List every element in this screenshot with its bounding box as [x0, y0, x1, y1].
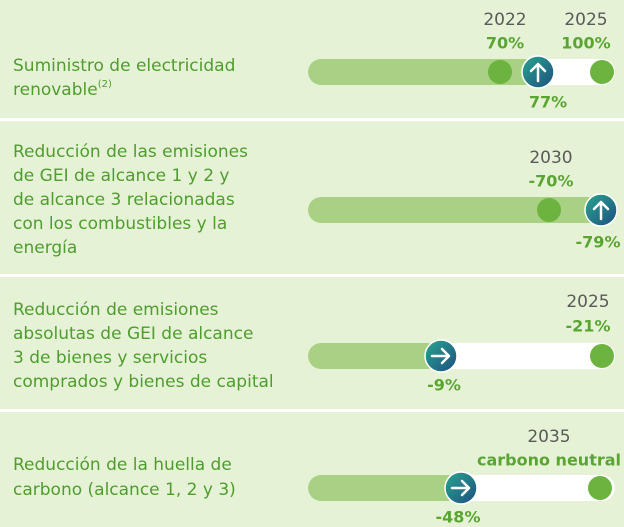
arrow-icon: [430, 347, 451, 365]
current-value: -9%: [427, 376, 461, 395]
row-label: comprados y bienes de capital: [13, 372, 274, 392]
row-label: 3 de bienes y servicios: [13, 348, 207, 368]
row-label: Reducción de emisiones: [13, 300, 219, 320]
milestone-dot: [588, 476, 612, 500]
milestone-dot: [590, 60, 614, 84]
bar-progress: [308, 475, 461, 501]
bar-progress: [308, 59, 538, 85]
row-label: Suministro de electricidad: [13, 56, 235, 76]
milestone-dot: [488, 60, 512, 84]
footnote-ref: (2): [98, 79, 112, 90]
row-label-line: comprados y bienes de capital: [13, 372, 274, 392]
row-label: energía: [13, 238, 77, 258]
milestone-year: 2025: [566, 292, 609, 312]
milestone-value: -21%: [566, 317, 611, 336]
divider: [0, 118, 624, 121]
milestone-dot: [537, 198, 561, 222]
divider: [0, 409, 624, 412]
row-label: Reducción de las emisiones: [13, 142, 248, 162]
bar-progress: [308, 343, 441, 369]
row-label: absolutas de GEI de alcance: [13, 324, 253, 344]
row-label-line: Reducción de la huella de: [13, 455, 232, 475]
row-label-line: carbono (alcance 1, 2 y 3): [13, 480, 236, 500]
current-value: -79%: [576, 233, 621, 252]
milestone-value: carbono neutral: [477, 451, 621, 470]
row-label-line: de GEI de alcance 1 y 2 y: [13, 166, 230, 186]
milestone-year: 2030: [529, 148, 572, 168]
milestone-value: -70%: [529, 172, 574, 191]
milestone-value: 70%: [486, 34, 524, 53]
arrow-icon: [450, 479, 471, 497]
divider: [0, 274, 624, 277]
milestone-year: 2025: [564, 10, 607, 30]
row-label-line: de alcance 3 relacionadas: [13, 190, 235, 210]
milestone-dot: [590, 344, 614, 368]
row-label-line: Suministro de electricidad: [13, 56, 235, 76]
arrow-icon: [529, 62, 547, 83]
row-label: de GEI de alcance 1 y 2 y: [13, 166, 230, 186]
current-value: -48%: [436, 508, 481, 527]
row-label: Reducción de la huella de: [13, 455, 232, 475]
row-label-line: Reducción de las emisiones: [13, 142, 248, 162]
row-label: renovable(2): [13, 79, 112, 100]
row-label-line: 3 de bienes y servicios: [13, 348, 207, 368]
bar-progress: [308, 197, 601, 223]
current-value: 77%: [529, 93, 567, 112]
milestone-value: 100%: [561, 34, 610, 53]
row-label-line: renovable: [13, 80, 98, 100]
row-label-line: Reducción de emisiones: [13, 300, 219, 320]
row-label: con los combustibles y la: [13, 214, 227, 234]
row-label: de alcance 3 relacionadas: [13, 190, 235, 210]
row-label-line: absolutas de GEI de alcance: [13, 324, 253, 344]
arrow-icon: [592, 200, 610, 221]
row-label-line: con los combustibles y la: [13, 214, 227, 234]
row-label-line: energía: [13, 238, 77, 258]
milestone-year: 2035: [527, 427, 570, 447]
row-label: carbono (alcance 1, 2 y 3): [13, 480, 236, 500]
milestone-year: 2022: [483, 10, 526, 30]
